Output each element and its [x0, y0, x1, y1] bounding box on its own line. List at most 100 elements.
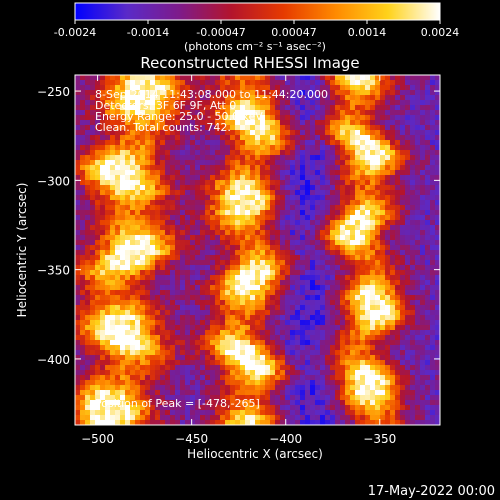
heatmap-cell	[80, 220, 86, 226]
heatmap-cell	[425, 80, 431, 86]
heatmap-cell	[125, 190, 131, 196]
heatmap-cell	[135, 275, 141, 281]
heatmap-cell	[375, 120, 381, 126]
heatmap-cell	[260, 330, 266, 336]
heatmap-cell	[175, 85, 181, 91]
heatmap-cell	[325, 375, 331, 381]
heatmap-cell	[170, 265, 176, 271]
heatmap-cell	[95, 265, 101, 271]
heatmap-cell	[330, 195, 336, 201]
heatmap-cell	[260, 410, 266, 416]
heatmap-cell	[340, 215, 346, 221]
heatmap-cell	[220, 300, 226, 306]
heatmap-cell	[320, 320, 326, 326]
heatmap-cell	[395, 310, 401, 316]
heatmap-cell	[385, 90, 391, 96]
heatmap-cell	[365, 155, 371, 161]
heatmap-cell	[75, 205, 81, 211]
heatmap-cell	[225, 315, 231, 321]
heatmap-cell	[370, 175, 376, 181]
heatmap-cell	[100, 355, 106, 361]
heatmap-cell	[265, 230, 271, 236]
heatmap-cell	[95, 340, 101, 346]
heatmap-cell	[325, 295, 331, 301]
heatmap-cell	[80, 190, 86, 196]
heatmap-cell	[145, 215, 151, 221]
heatmap-cell	[115, 335, 121, 341]
heatmap-cell	[375, 250, 381, 256]
heatmap-cell	[315, 90, 321, 96]
heatmap-cell	[305, 260, 311, 266]
heatmap-cell	[150, 180, 156, 186]
heatmap-cell	[145, 150, 151, 156]
heatmap-cell	[165, 120, 171, 126]
heatmap-cell	[220, 385, 226, 391]
heatmap-cell	[255, 280, 261, 286]
heatmap-cell	[330, 105, 336, 111]
heatmap-cell	[430, 90, 436, 96]
heatmap-cell	[130, 155, 136, 161]
heatmap-cell	[325, 345, 331, 351]
heatmap-cell	[185, 250, 191, 256]
heatmap-cell	[160, 125, 166, 131]
heatmap-cell	[310, 145, 316, 151]
heatmap-cell	[350, 190, 356, 196]
heatmap-cell	[265, 110, 271, 116]
heatmap-cell	[90, 150, 96, 156]
heatmap-cell	[225, 380, 231, 386]
heatmap-cell	[315, 320, 321, 326]
heatmap-cell	[215, 310, 221, 316]
heatmap-cell	[145, 200, 151, 206]
heatmap-cell	[75, 285, 81, 291]
heatmap-cell	[240, 125, 246, 131]
heatmap-cell	[215, 365, 221, 371]
heatmap-cell	[80, 75, 86, 81]
heatmap-cell	[195, 390, 201, 396]
heatmap-cell	[380, 385, 386, 391]
heatmap-cell	[310, 350, 316, 356]
heatmap-cell	[220, 275, 226, 281]
heatmap-cell	[240, 270, 246, 276]
heatmap-cell	[160, 310, 166, 316]
heatmap-cell	[270, 275, 276, 281]
heatmap-cell	[435, 120, 441, 126]
heatmap-cell	[400, 295, 406, 301]
heatmap-cell	[205, 215, 211, 221]
heatmap-cell	[315, 295, 321, 301]
heatmap-cell	[150, 275, 156, 281]
heatmap-cell	[100, 255, 106, 261]
heatmap-cell	[235, 265, 241, 271]
heatmap-cell	[160, 320, 166, 326]
heatmap-cell	[265, 140, 271, 146]
heatmap-cell	[290, 175, 296, 181]
heatmap-cell	[135, 85, 141, 91]
heatmap-cell	[230, 230, 236, 236]
heatmap-cell	[155, 115, 161, 121]
heatmap-cell	[150, 75, 156, 81]
heatmap-cell	[300, 235, 306, 241]
heatmap-cell	[330, 355, 336, 361]
heatmap-cell	[105, 295, 111, 301]
heatmap-cell	[380, 300, 386, 306]
heatmap-cell	[415, 105, 421, 111]
heatmap-cell	[325, 120, 331, 126]
heatmap-cell	[235, 115, 241, 121]
heatmap-cell	[210, 260, 216, 266]
heatmap-cell	[300, 170, 306, 176]
heatmap-cell	[85, 155, 91, 161]
heatmap-cell	[260, 185, 266, 191]
heatmap-cell	[320, 130, 326, 136]
heatmap-cell	[285, 245, 291, 251]
heatmap-cell	[135, 405, 141, 411]
heatmap-cell	[240, 200, 246, 206]
heatmap-cell	[280, 390, 286, 396]
heatmap-cell	[435, 160, 441, 166]
heatmap-cell	[330, 170, 336, 176]
heatmap-cell	[130, 315, 136, 321]
heatmap-cell	[125, 85, 131, 91]
heatmap-cell	[90, 205, 96, 211]
heatmap-cell	[190, 385, 196, 391]
heatmap-cell	[80, 95, 86, 101]
heatmap-cell	[185, 150, 191, 156]
heatmap-cell	[165, 340, 171, 346]
